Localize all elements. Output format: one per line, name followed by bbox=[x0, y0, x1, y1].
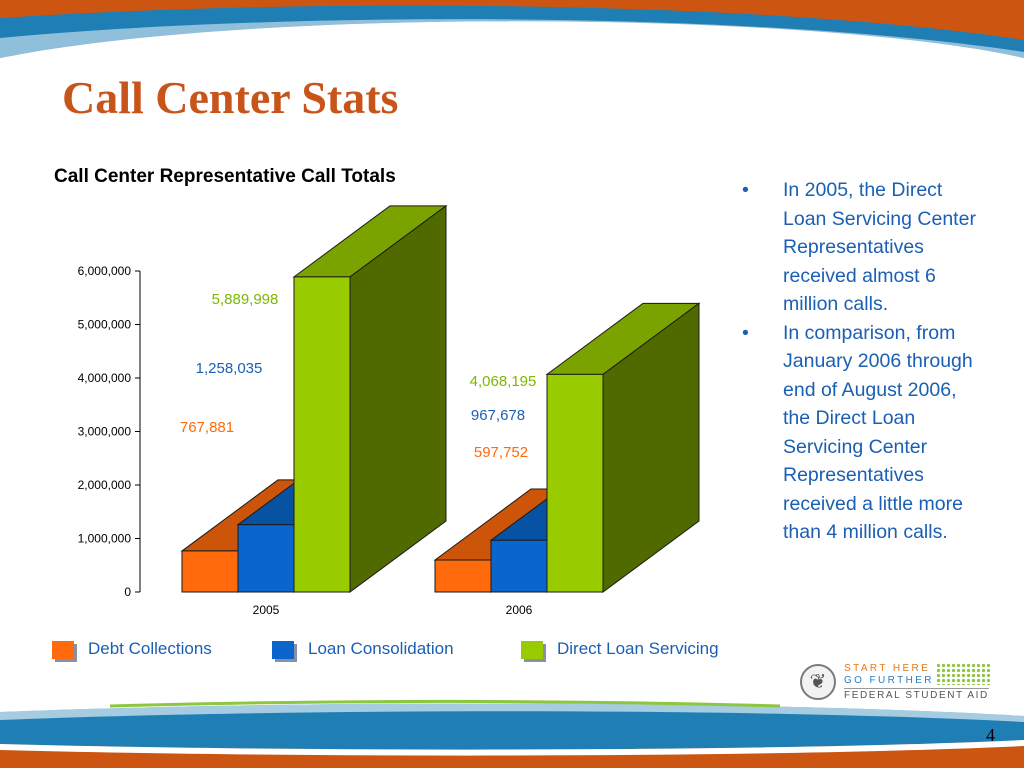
data-label: 597,752 bbox=[474, 444, 528, 461]
bullet-marker: • bbox=[742, 179, 749, 201]
data-label: 967,678 bbox=[471, 407, 525, 424]
y-tick-label: 6,000,000 bbox=[78, 264, 132, 278]
legend-swatch bbox=[521, 641, 543, 659]
y-tick-label: 4,000,000 bbox=[78, 371, 132, 385]
logo-line-federal-student-aid: FEDERAL STUDENT AID bbox=[844, 688, 989, 701]
legend-swatch bbox=[52, 641, 74, 659]
y-tick-label: 3,000,000 bbox=[78, 425, 132, 439]
dot-grid-icon bbox=[936, 663, 992, 685]
y-tick-label: 5,000,000 bbox=[78, 318, 132, 332]
top-band bbox=[0, 0, 1024, 66]
data-label: 5,889,998 bbox=[212, 291, 279, 308]
logo-line-go-further: GO FURTHER bbox=[844, 675, 934, 686]
legend-label: Loan Consolidation bbox=[308, 639, 454, 658]
slide-title: Call Center Stats bbox=[62, 72, 399, 123]
bar-2006-2 bbox=[545, 302, 701, 593]
data-label: 767,881 bbox=[180, 419, 234, 436]
green-accent-line bbox=[109, 700, 781, 708]
logo-line-start-here: START HERE bbox=[844, 663, 931, 674]
y-axis: 0 1,000,000 2,000,000 3,000,000 4,000,000 5,0… bbox=[78, 264, 141, 599]
bullet-text: In comparison, from January 2006 through… bbox=[783, 321, 973, 544]
legend-swatch bbox=[272, 641, 294, 659]
legend-label: Direct Loan Servicing bbox=[557, 639, 719, 658]
bar-front-face bbox=[293, 276, 351, 593]
bullet-text: In 2005, the Direct Loan Servicing Cente… bbox=[783, 179, 976, 315]
top-highlight-stripe bbox=[0, 19, 1024, 58]
bullet-list: • In 2005, the Direct Loan Servicing Cen… bbox=[742, 176, 982, 547]
y-tick-label: 0 bbox=[124, 585, 131, 599]
y-tick-label: 1,000,000 bbox=[78, 532, 132, 546]
x-tick-label: 2005 bbox=[253, 603, 280, 617]
bottom-highlight-stripe bbox=[0, 703, 1024, 722]
legend-label: Debt Collections bbox=[88, 639, 212, 658]
bottom-band bbox=[0, 700, 1024, 768]
federal-student-aid-logo: ❦ START HERE GO FURTHER FEDERAL STUDENT … bbox=[800, 660, 1000, 706]
page-number: 4 bbox=[986, 725, 995, 745]
bullet-marker: • bbox=[742, 321, 749, 344]
y-tick-label: 2,000,000 bbox=[78, 478, 132, 492]
bullet-item: • In comparison, from January 2006 throu… bbox=[742, 319, 982, 547]
top-blue-band bbox=[0, 5, 1024, 58]
chart-legend: Debt Collections Loan Consolidation Dire… bbox=[52, 639, 772, 665]
bar-front-face bbox=[181, 550, 239, 593]
bar-front-face bbox=[490, 539, 548, 593]
bar-front-face bbox=[546, 373, 604, 593]
bottom-white-stripe bbox=[0, 740, 1024, 756]
data-label: 4,068,195 bbox=[470, 373, 537, 390]
seal-icon: ❦ bbox=[800, 664, 836, 700]
top-white-stripe bbox=[0, 21, 1024, 66]
bar-front-face bbox=[237, 524, 295, 593]
bar-front-face bbox=[434, 559, 492, 593]
x-tick-label: 2006 bbox=[506, 603, 533, 617]
bullet-item: • In 2005, the Direct Loan Servicing Cen… bbox=[742, 176, 982, 319]
chart-title: Call Center Representative Call Totals bbox=[54, 166, 396, 187]
x-axis-labels: 2005 2006 bbox=[253, 603, 533, 617]
data-labels: 767,881 1,258,035 5,889,998 597,752 967,678 4… bbox=[180, 291, 536, 461]
bar-2005-2 bbox=[292, 204, 448, 593]
bars bbox=[180, 204, 701, 593]
data-label: 1,258,035 bbox=[196, 360, 263, 377]
